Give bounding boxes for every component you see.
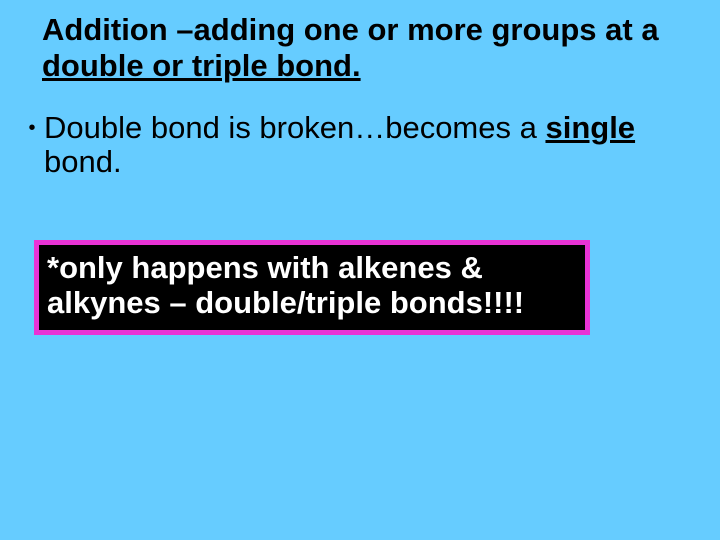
bullet-list: • Double bond is broken…becomes a single… [0, 111, 720, 179]
bullet-part1: Double bond is broken…becomes a [44, 110, 545, 145]
bullet-marker: • [20, 111, 44, 139]
callout-text: *only happens with alkenes & alkynes – d… [47, 250, 524, 320]
bullet-part2: single [545, 110, 635, 145]
title-text-plain: Addition –adding one or more groups at a [42, 12, 659, 47]
bullet-part3: bond. [44, 144, 122, 179]
slide-title: Addition –adding one or more groups at a… [0, 12, 720, 83]
bullet-item: • Double bond is broken…becomes a single… [20, 111, 696, 179]
title-text-underline: double or triple bond. [42, 48, 361, 83]
slide: Addition –adding one or more groups at a… [0, 0, 720, 540]
callout-box: *only happens with alkenes & alkynes – d… [34, 240, 590, 335]
bullet-text: Double bond is broken…becomes a single b… [44, 111, 696, 179]
